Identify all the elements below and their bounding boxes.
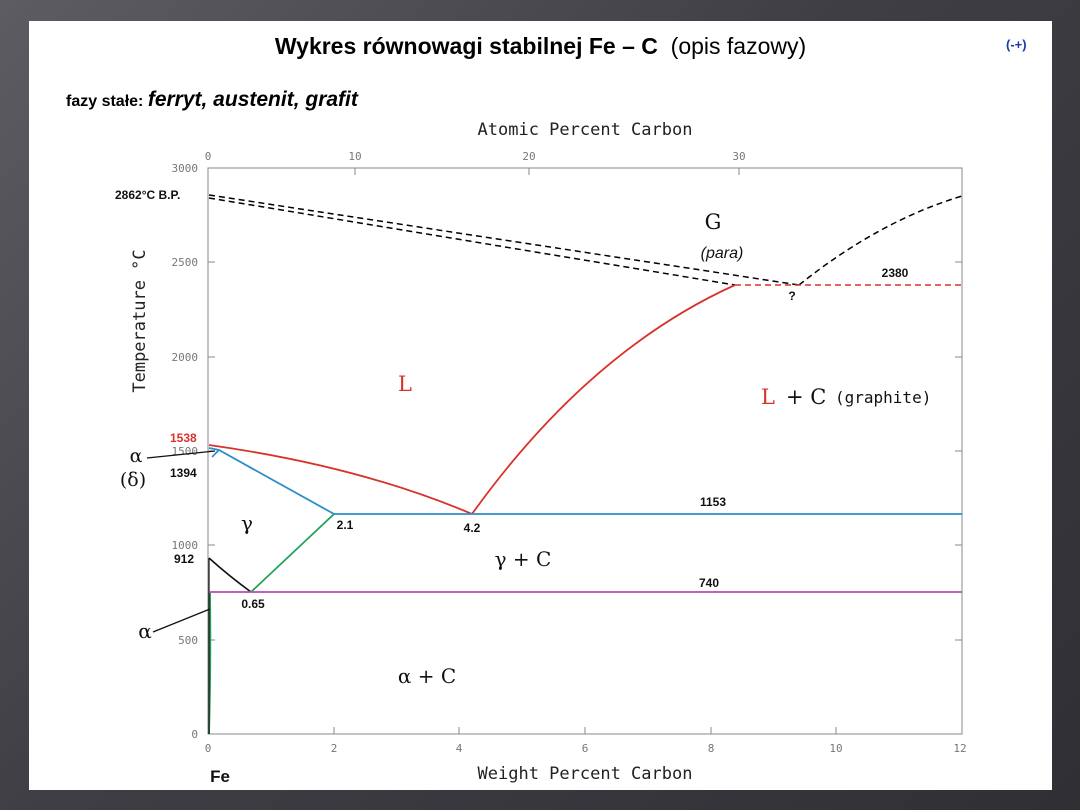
tick-0: 0 (191, 728, 198, 741)
question-label: ? (788, 289, 795, 303)
temp-740-label: 740 (699, 576, 719, 590)
carbon-2-1-label: 2.1 (337, 518, 354, 532)
ttick-30: 30 (732, 150, 745, 163)
slide: Wykres równowagi stabilnej Fe – C (opis … (29, 21, 1052, 790)
vapour-dashed-upper (208, 194, 800, 286)
gamma-label: γ (241, 511, 253, 535)
graphite-label: (graphite) (835, 388, 931, 407)
title-bold: Wykres równowagi stabilnej Fe – C (274, 33, 658, 59)
vapour-boundaries (208, 194, 963, 286)
alpha-label: α (138, 619, 152, 643)
liquidus-gamma (208, 444, 473, 515)
vapour-dashed-lower (208, 197, 736, 286)
ttick-20: 20 (522, 150, 535, 163)
gas-phase-label: G (705, 210, 722, 234)
btick-12: 12 (953, 742, 966, 755)
phases-line: fazy stałe: ferryt, austenit, grafit (66, 88, 358, 112)
fe-label: Fe (210, 767, 230, 786)
liquid-graphite-L: L (761, 385, 775, 409)
delta-boundary (211, 449, 220, 458)
liquidus-graphite (471, 284, 736, 515)
liquid-graphite-plus-c: + C (786, 385, 826, 409)
acm-line (250, 513, 335, 593)
bottom-axis-label: Weight Percent Carbon (478, 764, 693, 784)
tick-3000: 3000 (172, 162, 199, 175)
tick-500: 500 (178, 634, 198, 647)
fe-c-phase-diagram: 0 500 1000 1500 2000 2500 3000 0 2 4 6 8… (115, 120, 967, 786)
carbon-4-2-label: 4.2 (464, 521, 481, 535)
phases-label: fazy stałe: (66, 93, 144, 110)
btick-8: 8 (708, 742, 715, 755)
alpha-delta-arrow (146, 450, 216, 459)
temp-1538-label: 1538 (170, 431, 197, 445)
para-label: (para) (701, 245, 744, 262)
slide-title: Wykres równowagi stabilnej Fe – C (opis … (29, 33, 1052, 60)
ttick-0: 0 (205, 150, 212, 163)
alpha-arrow (152, 608, 211, 633)
delta-symbol: (δ) (120, 469, 146, 491)
btick-2: 2 (331, 742, 338, 755)
alpha-delta-symbol: α (130, 445, 143, 467)
bottom-tick-labels: 0 2 4 6 8 10 12 (205, 742, 967, 755)
btick-10: 10 (829, 742, 842, 755)
a3-line (208, 557, 252, 593)
solidus-austenite (208, 447, 335, 515)
left-axis-label: Temperature °C (130, 249, 150, 392)
vapour-dashed-right (798, 195, 963, 286)
top-tick-labels: 0 10 20 30 (205, 150, 746, 163)
tick-1500: 1500 (172, 445, 199, 458)
temp-912-label: 912 (174, 552, 194, 566)
ttick-10: 10 (348, 150, 361, 163)
tick-2500: 2500 (172, 256, 199, 269)
phases-list: ferryt, austenit, grafit (147, 88, 358, 111)
top-axis-label: Atomic Percent Carbon (478, 120, 693, 140)
left-tick-labels: 0 500 1000 1500 2000 2500 3000 (172, 162, 199, 741)
alpha-graphite-label: α + C (398, 664, 456, 688)
btick-0: 0 (205, 742, 212, 755)
liquid-label: L (398, 372, 412, 396)
carbon-0-65-label: 0.65 (241, 597, 265, 611)
btick-4: 4 (456, 742, 463, 755)
temp-1153-label: 1153 (700, 495, 726, 509)
temp-1394-label: 1394 (170, 466, 197, 480)
boiling-point-label: 2862°C B.P. (115, 188, 180, 202)
tick-2000: 2000 (172, 351, 199, 364)
title-normal: (opis fazowy) (670, 33, 807, 59)
btick-6: 6 (582, 742, 589, 755)
gamma-graphite-label: γ + C (495, 547, 552, 571)
badge: (-+) (1006, 37, 1027, 52)
temp-2380-label: 2380 (882, 266, 909, 280)
tick-1000: 1000 (172, 539, 199, 552)
